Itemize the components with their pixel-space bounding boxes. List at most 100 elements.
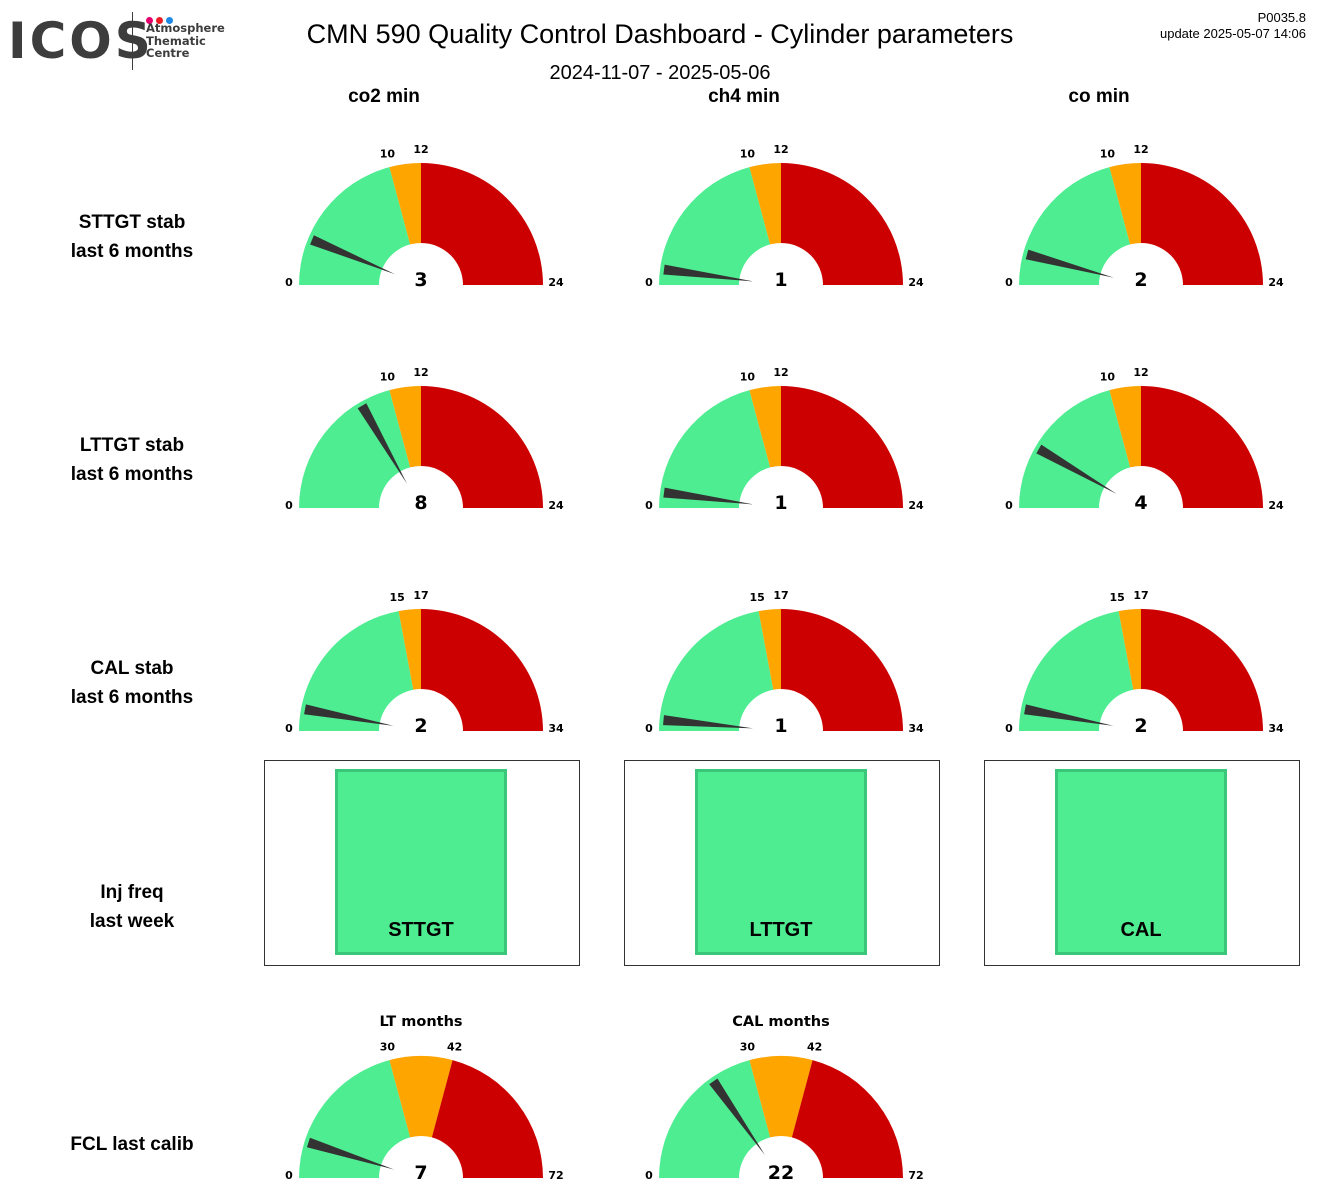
gauge-zone-good [1019, 390, 1131, 508]
gauge-needle [663, 715, 754, 729]
logo-dot-3 [166, 17, 173, 24]
gauge-tick-label: 24 [548, 499, 564, 512]
gauge-tick-label: 24 [1268, 276, 1284, 289]
gauge-tick-label: 0 [645, 1169, 653, 1182]
gauge-tick-label: 0 [1005, 499, 1013, 512]
gauge-tick-label: 0 [645, 499, 653, 512]
date-range: 2024-11-07 - 2025-05-06 [549, 62, 771, 84]
gauge-zone-bad [791, 1060, 903, 1178]
row-label-line: Inj freq [100, 882, 164, 903]
gauge-tick-label: 12 [773, 143, 788, 156]
gauge-tick-label: 17 [1133, 589, 1148, 602]
gauge-tick-label: 15 [749, 591, 764, 604]
gauge-zone-bad [781, 163, 903, 285]
gauge-6: 2 0 34 15 17 [285, 589, 564, 737]
gauge-tick-label: 24 [908, 499, 924, 512]
gauge-zone-warn [749, 386, 781, 468]
gauge-needle [1024, 704, 1114, 726]
logo-line-2: Thematic [146, 33, 206, 48]
gauge-tick-label: 0 [645, 722, 653, 735]
logo-text: Atmosphere Thematic Centre [146, 22, 225, 60]
row-label-line: last 6 months [70, 241, 194, 262]
gauge-tick-label: 42 [807, 1040, 822, 1053]
gauge-zone-bad [421, 609, 543, 731]
gauge-9: 7 0 72 30 42 LT months [285, 1014, 563, 1184]
gauge-tick-label: 0 [285, 1169, 293, 1182]
gauge-tick-label: 17 [413, 589, 428, 602]
gauge-tick-label: 24 [908, 276, 924, 289]
gauge-0: 3 0 24 10 12 [285, 143, 564, 291]
gauge-tick-label: 72 [908, 1169, 923, 1182]
row-label-line: STTGT stab [78, 212, 186, 233]
gauge-value-label: 3 [414, 269, 427, 291]
logo-dot-2 [156, 17, 163, 24]
gauge-value-label: 4 [1134, 492, 1147, 514]
gauge-zone-warn [1109, 386, 1141, 468]
gauge-zone-bad [1141, 609, 1263, 731]
gauge-tick-label: 10 [380, 147, 396, 160]
gauge-tick-label: 24 [1268, 499, 1284, 512]
gauge-tick-label: 10 [380, 370, 396, 383]
row-label-fcl: FCL last calib [22, 1130, 242, 1159]
update-timestamp: update 2025-05-07 14:06 [1159, 26, 1306, 41]
gauge-tick-label: 12 [1133, 366, 1148, 379]
inj-freq-box-cal: CAL [984, 760, 1300, 966]
gauge-zone-warn [749, 163, 781, 245]
logo-dot-1 [146, 17, 153, 24]
gauge-zone-warn [389, 1056, 453, 1138]
gauge-zone-warn [398, 609, 421, 690]
gauge-zone-bad [421, 163, 543, 285]
gauge-zone-warn [749, 1056, 813, 1138]
gauge-zone-good [299, 390, 411, 508]
gauge-tick-label: 0 [285, 276, 293, 289]
gauge-tick-label: 0 [285, 499, 293, 512]
gauge-title: LT months [379, 1014, 462, 1030]
row-label-lttgt: LTTGT stab last 6 months [22, 431, 242, 489]
gauge-zone-bad [431, 1060, 543, 1178]
gauge-zone-good [659, 167, 771, 285]
inj-freq-status-fill: STTGT [335, 769, 507, 955]
gauge-tick-label: 10 [1100, 370, 1116, 383]
logo-line-3: Centre [146, 46, 190, 60]
gauge-tick-label: 10 [1100, 147, 1116, 160]
gauge-tick-label: 17 [773, 589, 788, 602]
gauge-tick-label: 10 [740, 147, 756, 160]
version-label: P0035.8 [1257, 10, 1306, 25]
gauge-zone-good [299, 167, 411, 285]
row-label-inj: Inj freq last week [22, 878, 242, 936]
gauge-zone-good [299, 611, 414, 731]
gauge-zone-good [1019, 611, 1134, 731]
inj-freq-label: CAL [1120, 919, 1162, 941]
gauge-zone-warn [389, 386, 421, 468]
column-title-co: co min [1068, 86, 1130, 107]
gauge-needle [306, 1137, 395, 1170]
gauge-tick-label: 72 [548, 1169, 563, 1182]
gauge-10: 22 0 72 30 42 CAL months [645, 1014, 923, 1184]
gauge-needle [1036, 444, 1117, 494]
gauge-tick-label: 12 [773, 366, 788, 379]
icos-logo: ICOS [8, 12, 154, 70]
gauge-zone-good [299, 1060, 411, 1178]
gauge-8: 2 0 34 15 17 [1005, 589, 1284, 737]
gauge-tick-label: 10 [740, 370, 756, 383]
gauge-5: 4 0 24 10 12 [1005, 366, 1284, 514]
gauge-tick-label: 30 [740, 1040, 756, 1053]
gauge-zone-bad [781, 386, 903, 508]
gauge-3: 8 0 24 10 12 [285, 366, 564, 514]
gauge-tick-label: 0 [285, 722, 293, 735]
row-label-line: last 6 months [70, 464, 194, 485]
gauge-zone-good [659, 390, 771, 508]
gauge-zone-bad [1141, 386, 1263, 508]
gauge-zone-warn [1118, 609, 1141, 690]
gauge-value-label: 1 [774, 715, 787, 737]
gauge-needle [663, 487, 754, 505]
gauge-tick-label: 15 [389, 591, 404, 604]
logo-line-1: Atmosphere [146, 21, 225, 35]
gauge-value-label: 8 [414, 492, 427, 514]
gauge-zone-good [659, 611, 774, 731]
inj-freq-label: STTGT [388, 919, 454, 941]
inj-freq-box-sttgt: STTGT [264, 760, 580, 966]
